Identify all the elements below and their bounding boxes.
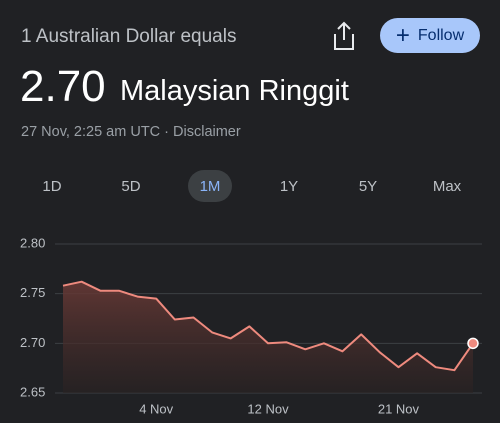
plus-icon: + — [395, 21, 410, 49]
follow-button[interactable]: + Follow — [380, 18, 480, 53]
rate: 2.70 — [20, 62, 106, 111]
share-icon[interactable] — [330, 20, 358, 52]
y-tick-label: 2.70 — [20, 335, 45, 350]
range-tab[interactable]: Max — [432, 177, 462, 195]
y-tick-label: 2.75 — [20, 285, 45, 300]
range-tab[interactable]: 1Y — [279, 177, 299, 195]
range-tab[interactable]: 1M — [188, 170, 232, 202]
range-tab[interactable]: 5Y — [358, 177, 378, 195]
y-tick-label: 2.80 — [20, 235, 45, 250]
x-tick-label: 4 Nov — [139, 401, 173, 416]
x-tick-label: 21 Nov — [378, 401, 420, 416]
currency: Malaysian Ringgit — [120, 75, 349, 107]
chart: 2.80 2.75 2.70 2.65 4 Nov 12 Nov 21 Nov — [20, 235, 482, 416]
x-tick-label: 12 Nov — [247, 401, 289, 416]
follow-label: Follow — [417, 26, 465, 44]
price-line — [62, 280, 474, 372]
range-tab[interactable]: 1D — [42, 177, 62, 195]
tabs: 1D 5D 1M 1Y 5Y Max — [0, 170, 500, 204]
area — [63, 281, 473, 393]
timestamp: 27 Nov, 2:25 am UTC · Disclaimer — [21, 124, 241, 140]
last-point — [467, 337, 479, 350]
y-tick-label: 2.65 — [20, 384, 45, 399]
subtitle: 1 Australian Dollar equals — [21, 26, 237, 47]
range-tab[interactable]: 5D — [121, 177, 141, 195]
